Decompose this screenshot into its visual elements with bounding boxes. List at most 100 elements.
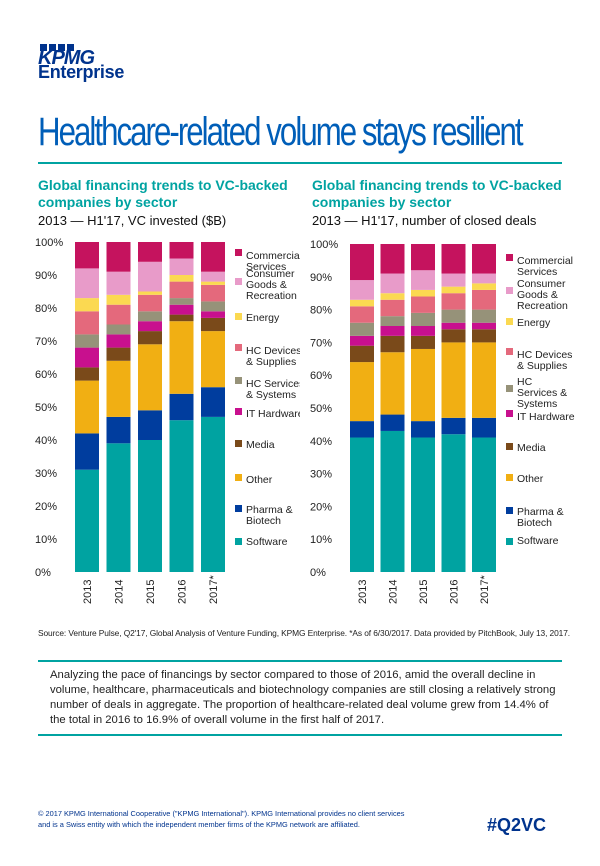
legend-label-hc-devices-and-supplies: HC Devices & Supplies: [246, 345, 300, 368]
bar-software-2017: [472, 437, 496, 572]
bar-hc-services-and-systems-2014: [380, 316, 405, 326]
bar-commercial-services-2016: [169, 242, 194, 259]
legend-label-media: Media: [246, 439, 275, 451]
bar-hc-services-and-systems-2016: [441, 309, 466, 323]
y-tick-label: 80%: [35, 303, 57, 315]
legend-swatch-commercial-services: [506, 254, 513, 261]
legend-swatch-software: [506, 538, 513, 545]
bar-pharma-and-biotech-2013: [75, 433, 99, 470]
x-tick-label: 2015: [418, 580, 430, 604]
y-tick-label: 10%: [310, 534, 332, 546]
bar-other-2014: [106, 360, 131, 417]
bar-energy-2013: [75, 298, 99, 312]
legend-label-consumer-goods-and-recreation: Consumer Goods & Recreation: [517, 278, 568, 312]
x-tick-label: 2016: [449, 580, 461, 604]
legend-swatch-hc-services-and-systems: [506, 385, 513, 392]
x-tick-label: 2014: [114, 580, 126, 604]
legend-label-software: Software: [517, 535, 559, 547]
bar-other-2015: [411, 348, 435, 422]
x-tick-label: 2013: [357, 580, 369, 604]
logo-text: KPMG: [38, 47, 94, 69]
bar-consumer-goods-and-recreation-2016: [441, 273, 466, 287]
y-tick-label: 0%: [35, 567, 51, 579]
bar-pharma-and-biotech-2015: [138, 410, 162, 440]
bar-software-2017: [201, 416, 225, 572]
legend-label-software: Software: [246, 536, 288, 548]
bar-energy-2013: [350, 299, 374, 307]
x-tick-label: 2017*: [208, 575, 220, 604]
legend-label-energy: Energy: [246, 312, 280, 324]
chart-1-vc-invested: 0% 10% 20% 30% 40% 50% 60% 70% 80% 90% 100% 2013 201…: [35, 237, 300, 604]
legend-swatch-it-hardware: [506, 410, 513, 417]
bar-hc-services-and-systems-2016: [169, 298, 194, 305]
bar-pharma-and-biotech-2017: [201, 387, 225, 417]
legend-label-it-hardware: IT Hardware: [517, 411, 575, 423]
x-tick-label: 2016: [177, 580, 189, 604]
bar-consumer-goods-and-recreation-2016: [169, 258, 194, 275]
legend-label-consumer-goods-and-recreation: Consumer Goods & Recreation: [246, 268, 297, 302]
x-tick-label: 2015: [145, 580, 157, 604]
bar-it-hardware-2015: [138, 321, 162, 332]
bar-other-2017: [472, 342, 496, 418]
legend-swatch-energy: [506, 318, 513, 325]
legend-label-it-hardware: IT Hardware: [246, 408, 300, 420]
bar-hc-services-and-systems-2013: [75, 334, 99, 348]
legend-label-media: Media: [517, 442, 546, 454]
bar-hc-devices-and-supplies-2016: [441, 293, 466, 310]
commentary-text: Analyzing the pace of financings by sect…: [50, 669, 556, 726]
legend-label-hc-services-and-systems: HC Services & Systems: [517, 376, 567, 410]
bar-energy-2016: [441, 286, 466, 294]
legend-swatch-pharma-and-biotech: [506, 507, 513, 514]
bar-hc-devices-and-supplies-2013: [350, 306, 374, 323]
bar-pharma-and-biotech-2014: [106, 416, 131, 444]
x-tick-label: 2017*: [479, 575, 491, 604]
title-divider: [38, 162, 562, 164]
bar-commercial-services-2017: [472, 244, 496, 274]
bar-software-2014: [380, 430, 405, 572]
bar-hc-services-and-systems-2014: [106, 324, 131, 335]
bar-other-2016: [441, 342, 466, 418]
bar-software-2014: [106, 443, 131, 572]
legend-label-commercial-services: Commercial Services: [517, 255, 573, 278]
bar-software-2013: [75, 469, 99, 572]
y-tick-label: 70%: [35, 336, 57, 348]
bar-pharma-and-biotech-2016: [441, 417, 466, 435]
bar-media-2016: [169, 314, 194, 322]
legend-label-pharma-and-biotech: Pharma & Biotech: [517, 506, 564, 529]
legend-swatch-software: [235, 538, 242, 545]
bar-hc-services-and-systems-2017: [472, 309, 496, 323]
bar-other-2013: [75, 380, 99, 434]
legend-label-other: Other: [517, 473, 544, 485]
source-note: Source: Venture Pulse, Q2'17, Global Ana…: [38, 628, 570, 638]
bar-consumer-goods-and-recreation-2015: [138, 261, 162, 292]
bar-energy-2016: [169, 275, 194, 282]
x-tick-label: 2014: [388, 580, 400, 604]
chart-2-subtitle: 2013 — H1'17, number of closed deals: [312, 213, 537, 228]
x-tick-label: 2013: [82, 580, 94, 604]
bar-software-2015: [411, 437, 435, 572]
bar-commercial-services-2013: [75, 242, 99, 269]
y-tick-label: 10%: [35, 534, 57, 546]
bar-media-2015: [138, 331, 162, 345]
bar-hc-devices-and-supplies-2014: [106, 304, 131, 325]
bar-hc-devices-and-supplies-2015: [138, 294, 162, 312]
y-tick-label: 60%: [35, 369, 57, 381]
page-title: Healthcare-related volume stays resilien…: [38, 110, 524, 154]
y-tick-label: 70%: [310, 337, 332, 349]
legend-swatch-it-hardware: [235, 408, 242, 415]
legend-swatch-media: [235, 440, 242, 447]
bar-hc-devices-and-supplies-2014: [380, 299, 405, 317]
bar-commercial-services-2017: [201, 242, 225, 272]
bar-energy-2017: [472, 283, 496, 290]
bar-pharma-and-biotech-2014: [380, 414, 405, 431]
y-tick-label: 100%: [35, 237, 63, 249]
bar-energy-2014: [106, 294, 131, 305]
bar-pharma-and-biotech-2015: [411, 421, 435, 438]
bar-energy-2014: [380, 293, 405, 300]
bar-consumer-goods-and-recreation-2017: [472, 273, 496, 284]
bar-software-2015: [138, 440, 162, 572]
bar-hc-services-and-systems-2013: [350, 322, 374, 336]
kpmg-logo: KPMG: [38, 44, 95, 69]
legend-label-other: Other: [246, 474, 273, 486]
bar-commercial-services-2015: [411, 244, 435, 271]
